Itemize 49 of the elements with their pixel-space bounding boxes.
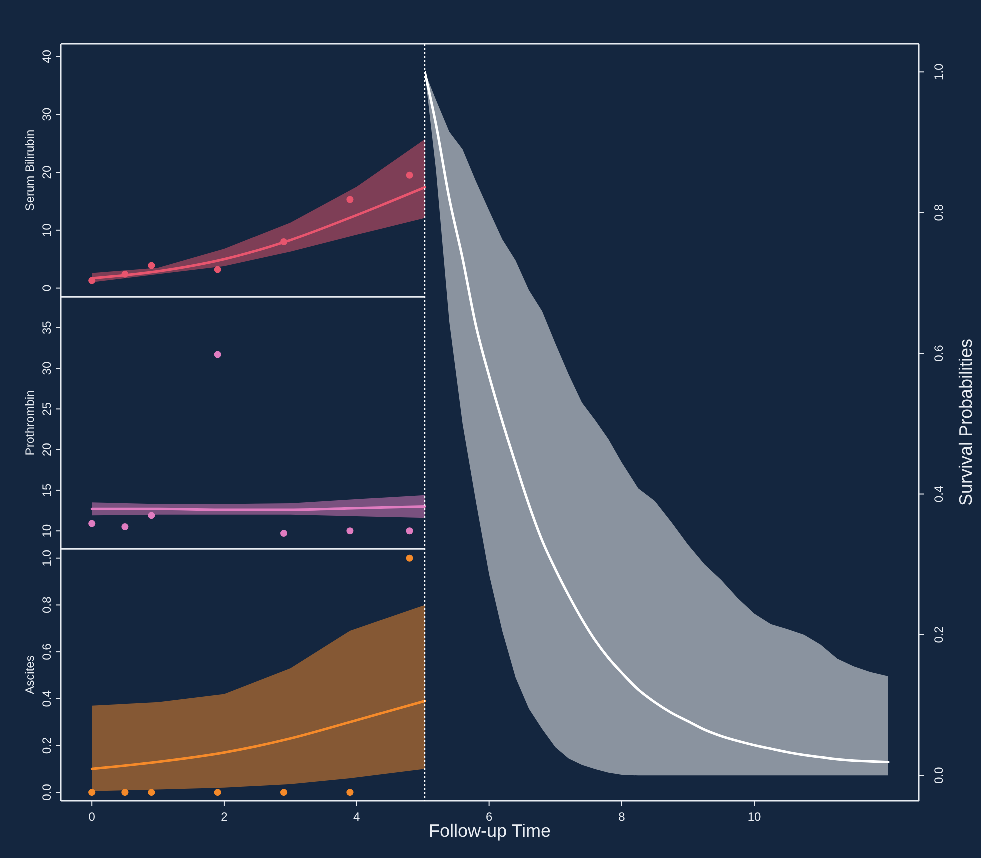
y2-tick-label: 1.0	[932, 63, 946, 80]
point	[88, 277, 96, 284]
x-tick-label: 6	[486, 810, 493, 824]
point	[406, 528, 414, 535]
y-tick-label: 20	[40, 442, 54, 457]
y2-tick-label: 0.8	[932, 204, 946, 222]
y2-tick-label: 0.4	[932, 486, 946, 503]
y-axis-title: Serum Bilirubin	[23, 130, 37, 212]
y2-tick-label: 0.0	[932, 767, 946, 784]
y-tick-label: 30	[40, 362, 54, 376]
y-tick-label: 35	[40, 320, 54, 335]
x-tick-label: 8	[618, 810, 626, 824]
y-tick-label: 25	[40, 402, 54, 416]
y-tick-label: 0	[40, 284, 54, 292]
y-axis-title: Ascites	[23, 656, 37, 694]
x-tick-label: 0	[88, 810, 96, 824]
y-tick-label: 30	[40, 108, 54, 122]
x-tick-label: 10	[748, 810, 762, 824]
line-series	[90, 700, 426, 770]
x-tick-label: 2	[221, 810, 228, 824]
y-tick-label: 40	[40, 50, 54, 64]
y2-axis-title: Survival Probabilities	[956, 338, 976, 506]
y-tick-label: 0.8	[40, 596, 54, 614]
point	[406, 172, 414, 179]
y-tick-label: 10	[40, 223, 54, 238]
point	[122, 270, 129, 278]
y2-tick-label: 0.2	[932, 626, 946, 644]
y-axis-title: Prothrombin	[23, 390, 37, 456]
y-tick-label: 10	[40, 524, 54, 538]
y-tick-label: 15	[40, 483, 54, 498]
y-tick-label: 0.0	[40, 784, 54, 801]
point	[346, 528, 354, 535]
point	[88, 520, 96, 528]
point	[214, 351, 222, 358]
y2-tick-label: 0.6	[932, 344, 946, 362]
y-tick-label: 0.6	[40, 643, 54, 660]
point	[148, 262, 156, 270]
point	[148, 512, 156, 520]
y-tick-label: 20	[40, 166, 54, 180]
point	[280, 238, 288, 246]
x-tick-label: 4	[353, 810, 360, 824]
y-tick-label: 0.4	[40, 690, 54, 708]
point	[280, 530, 288, 538]
y-tick-label: 1.0	[40, 550, 54, 567]
y-tick-label: 0.2	[40, 737, 54, 754]
point	[346, 196, 354, 204]
x-axis-title: Follow-up Time	[428, 821, 552, 841]
point	[122, 524, 129, 531]
point	[214, 266, 222, 274]
